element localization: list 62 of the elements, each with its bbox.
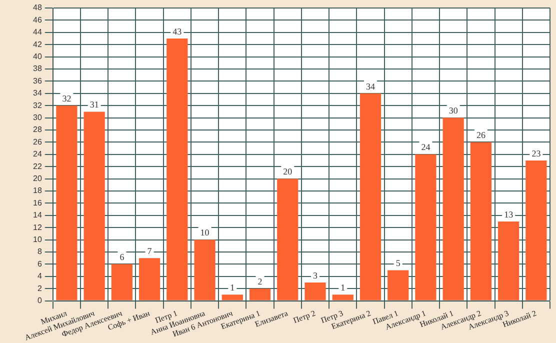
y-tick-label: 14 [32,210,42,220]
bar [56,106,78,300]
bar [470,142,492,300]
y-tick-label: 40 [32,52,42,61]
bar [442,118,464,300]
y-tick-label: 4 [37,272,42,281]
bar [277,178,298,300]
y-tick-label: 24 [32,150,42,159]
bar [194,240,216,300]
y-tick-label: 0 [37,296,42,305]
data-label: 3 [313,270,318,280]
data-label: 6 [120,252,125,262]
data-label: 32 [62,93,72,104]
data-label: 43 [172,26,182,36]
bar [84,112,105,300]
y-tick-label: 38 [32,64,42,74]
bar [332,294,354,300]
y-tick-label: 20 [32,174,42,183]
y-tick-label: 48 [32,3,42,12]
data-label: 1 [340,282,346,293]
data-label: 10 [200,228,210,238]
bar [415,154,436,300]
data-label: 20 [283,166,293,177]
data-label: 34 [366,81,376,92]
data-label: 5 [396,258,401,268]
bar [138,258,160,300]
data-label: 1 [230,282,235,293]
y-tick-label: 36 [32,76,42,86]
bar [526,160,547,300]
y-tick-label: 28 [32,125,42,134]
data-label: 26 [476,130,486,140]
y-tick-label: 26 [32,137,42,146]
data-label: 13 [504,209,514,220]
y-tick-label: 6 [37,259,42,268]
bar [388,270,409,300]
y-tick-label: 18 [32,186,42,196]
bar [360,93,382,300]
bar [111,264,133,300]
y-tick-label: 2 [37,284,42,293]
bar [304,282,326,300]
y-tick-label: 30 [32,112,42,122]
y-tick-label: 44 [32,28,42,37]
y-tick-label: 42 [32,40,42,49]
x-tick-label: Петр 2 [292,308,317,325]
y-tick-label: 22 [32,162,42,171]
data-label: 31 [90,100,99,110]
data-label: 23 [532,148,542,158]
data-label: 24 [421,142,431,152]
y-tick-label: 12 [32,222,42,232]
data-label: 7 [147,246,152,256]
bar [498,221,520,300]
bar [222,294,243,300]
y-tick-label: 10 [32,234,42,244]
bar [166,38,188,300]
y-tick-label: 16 [32,198,42,208]
data-label: 30 [448,106,458,116]
y-tick-label: 8 [37,247,42,256]
y-tick-label: 32 [32,100,42,110]
bar [249,288,271,300]
y-tick-label: 46 [32,15,42,24]
data-label: 2 [258,276,262,286]
y-tick-label: 34 [32,88,42,98]
